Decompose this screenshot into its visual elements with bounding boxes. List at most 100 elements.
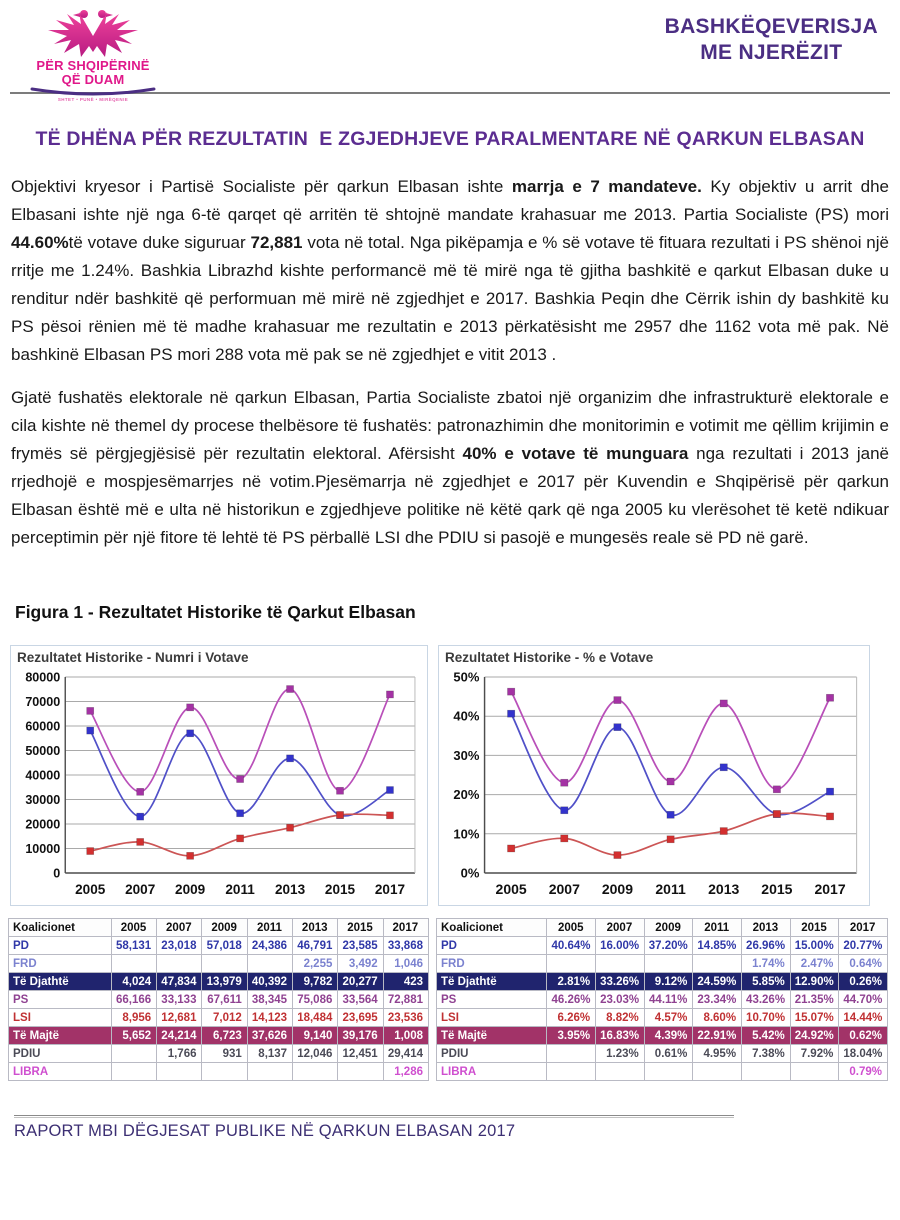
svg-text:60000: 60000 <box>25 720 60 734</box>
table-cell: 23,585 <box>337 936 384 955</box>
table-cell: 33.26% <box>595 972 645 991</box>
table-cell: 931 <box>201 1044 248 1063</box>
table-cell: 23.34% <box>692 990 743 1009</box>
table-cell: 15.00% <box>789 936 840 955</box>
table-cell: 23.03% <box>595 990 645 1009</box>
column-header: 2013 <box>741 918 791 937</box>
table-cell: 4.39% <box>643 1026 694 1045</box>
table-header-row: Koalicionet 2005 2007 2009 2011 2013 2015 2017 <box>435 918 888 937</box>
table-cell: 33,564 <box>337 990 384 1009</box>
svg-text:2005: 2005 <box>496 882 528 897</box>
svg-text:2017: 2017 <box>814 882 846 897</box>
line-chart-svg: 0% 10% 20% 30% 40% 50% 2005 2007 2009 2011 2013 201… <box>453 670 858 897</box>
column-header: 2011 <box>692 918 743 937</box>
svg-text:50%: 50% <box>453 670 479 685</box>
table-cell <box>110 1044 158 1063</box>
table-cell: 40,392 <box>246 972 294 991</box>
table-cell: 7.38% <box>741 1044 791 1063</box>
line-chart-percent: 0% 10% 20% 30% 40% 50% 2005 2007 2009 2011 2013 201… <box>443 667 867 903</box>
table-cell: 24,386 <box>246 936 294 955</box>
table-cell: 37.20% <box>643 936 694 955</box>
page-title: TË DHËNA PËR REZULTATIN E ZGJEDHJEVE PAR… <box>35 128 865 150</box>
row-label: FRD <box>8 954 112 973</box>
tables-row: Koalicionet 2005 2007 2009 2011 2013 2015 2017 P… <box>8 918 900 1081</box>
table-cell <box>546 1044 597 1063</box>
row-label: PDIU <box>435 1044 548 1063</box>
table-cell: 0.64% <box>838 954 888 973</box>
svg-text:40000: 40000 <box>25 769 60 783</box>
table-cell: 0.79% <box>838 1062 888 1081</box>
svg-text:2007: 2007 <box>125 882 155 897</box>
table-cell: 2,255 <box>292 954 339 973</box>
table-cell <box>110 1062 158 1081</box>
svg-text:2011: 2011 <box>225 882 255 897</box>
table-row: Të Djathtë 4,024 47,834 13,979 40,392 9,782 20… <box>8 972 430 991</box>
bold-text: 44.60% <box>11 233 69 252</box>
table-cell: 9.12% <box>643 972 694 991</box>
table-cell <box>110 954 158 973</box>
table-cell <box>546 954 597 973</box>
table-cell: 57,018 <box>201 936 248 955</box>
row-label: LSI <box>8 1008 112 1027</box>
bold-text: 72,881 <box>250 233 303 252</box>
row-label: FRD <box>435 954 548 973</box>
column-header: 2007 <box>595 918 645 937</box>
eagle-icon <box>48 10 138 57</box>
row-label: LSI <box>435 1008 548 1027</box>
table-row: LIBRA 0.79% <box>435 1062 888 1081</box>
header-divider <box>10 92 890 94</box>
table-cell: 33,133 <box>156 990 203 1009</box>
column-header: 2015 <box>337 918 384 937</box>
table-cell: 37,626 <box>246 1026 294 1045</box>
table-cell: 21.35% <box>789 990 840 1009</box>
svg-text:10%: 10% <box>453 827 479 842</box>
table-cell: 46,791 <box>292 936 339 955</box>
table-cell: 8.82% <box>595 1008 645 1027</box>
table-cell: 58,131 <box>110 936 158 955</box>
column-header: 2009 <box>201 918 248 937</box>
table-cell <box>595 954 645 973</box>
table-cell: 2.81% <box>546 972 597 991</box>
table-row: Të Majtë 5,652 24,214 6,723 37,626 9,140 39,17… <box>8 1026 430 1045</box>
table-cell: 67,611 <box>201 990 248 1009</box>
table-cell <box>292 1062 339 1081</box>
row-label: PD <box>8 936 112 955</box>
table-cell: 23,695 <box>337 1008 384 1027</box>
table-cell: 39,176 <box>337 1026 384 1045</box>
table-cell <box>246 1062 294 1081</box>
paragraph-1: Objektivi kryesor i Partisë Socialiste p… <box>11 173 889 369</box>
text-run: Gjatë fushatës elektorale në qarkun Elba… <box>11 388 889 463</box>
row-label: PS <box>8 990 112 1009</box>
table-cell <box>337 1062 384 1081</box>
table-cell: 7.92% <box>789 1044 840 1063</box>
table-cell: 5.42% <box>741 1026 791 1045</box>
bold-text: marrja e 7 mandateve. <box>511 177 702 196</box>
column-header: 2007 <box>156 918 203 937</box>
program-title: BASHKËQEVERISJA ME NJERËZIT <box>664 15 878 65</box>
table-row: PDIU 1.23% 0.61% 4.95% 7.38% 7.92% 18.04% <box>435 1044 888 1063</box>
table-cell: 4.57% <box>643 1008 694 1027</box>
logo-arc-icon <box>30 87 156 96</box>
svg-text:0: 0 <box>53 867 60 881</box>
table-cell <box>643 1062 694 1081</box>
table-cell: 47,834 <box>156 972 203 991</box>
table-cell: 13,979 <box>201 972 248 991</box>
text-run: Ky objektiv u arrit dhe Elbasani ishte n… <box>11 177 889 224</box>
row-label: Të Djathtë <box>8 972 112 991</box>
charts-row: Rezultatet Historike - Numri i Votave 0 1… <box>10 645 890 906</box>
table-row: PD 58,131 23,018 57,018 24,386 46,791 23,585 33… <box>8 936 430 955</box>
line-chart-votes: 0 10000 20000 30000 40000 50000 60000 70000 8000… <box>15 667 425 903</box>
table-cell <box>692 1062 743 1081</box>
table-cell: 14,123 <box>246 1008 294 1027</box>
column-header: 2005 <box>546 918 597 937</box>
table-cell <box>692 954 743 973</box>
table-cell: 12,046 <box>292 1044 339 1063</box>
table-row: PDIU 1,766 931 8,137 12,046 12,451 29,414 <box>8 1044 430 1063</box>
table-cell <box>595 1062 645 1081</box>
table-cell: 46.26% <box>546 990 597 1009</box>
svg-text:2007: 2007 <box>549 882 581 897</box>
table-cell: 24.59% <box>692 972 743 991</box>
table-cell: 0.61% <box>643 1044 694 1063</box>
table-cell <box>643 954 694 973</box>
